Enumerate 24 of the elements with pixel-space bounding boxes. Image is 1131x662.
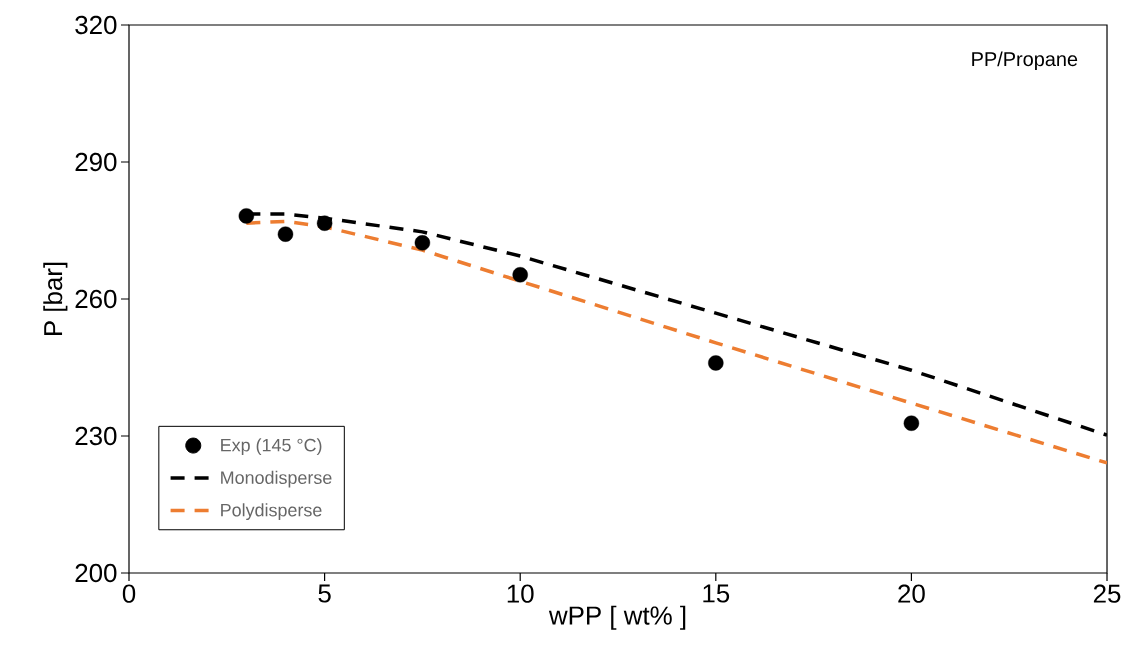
annotation: PP/Propane: [972, 51, 1078, 71]
y-tick-label: 200: [75, 563, 117, 583]
point: [316, 215, 333, 231]
x-tick-label: 0: [122, 584, 136, 603]
x-tick-label: 5: [318, 584, 331, 603]
point: [512, 267, 528, 283]
point: [238, 208, 255, 224]
x-tick-label: 25: [1093, 584, 1121, 603]
y-tick-label: 230: [75, 426, 117, 446]
y-tick-label: 290: [75, 152, 117, 172]
y-tick-label: 320: [75, 15, 117, 35]
legend-label: Polydisperse: [221, 503, 322, 520]
x-tick-label: 10: [507, 584, 534, 603]
point: [414, 235, 431, 251]
y-axis-title: P [bar]: [43, 262, 68, 336]
point: [903, 415, 920, 431]
legend-label: Exp (145 °C): [221, 438, 322, 456]
point: [277, 226, 294, 242]
x-tick-label: 20: [898, 584, 925, 603]
x-axis-title: wPP [ wt% ]: [548, 605, 686, 630]
legend-label: Monodisperse: [221, 470, 332, 488]
point: [708, 355, 724, 371]
y-tick-label: 260: [75, 289, 117, 309]
x-tick-label: 15: [703, 584, 730, 603]
